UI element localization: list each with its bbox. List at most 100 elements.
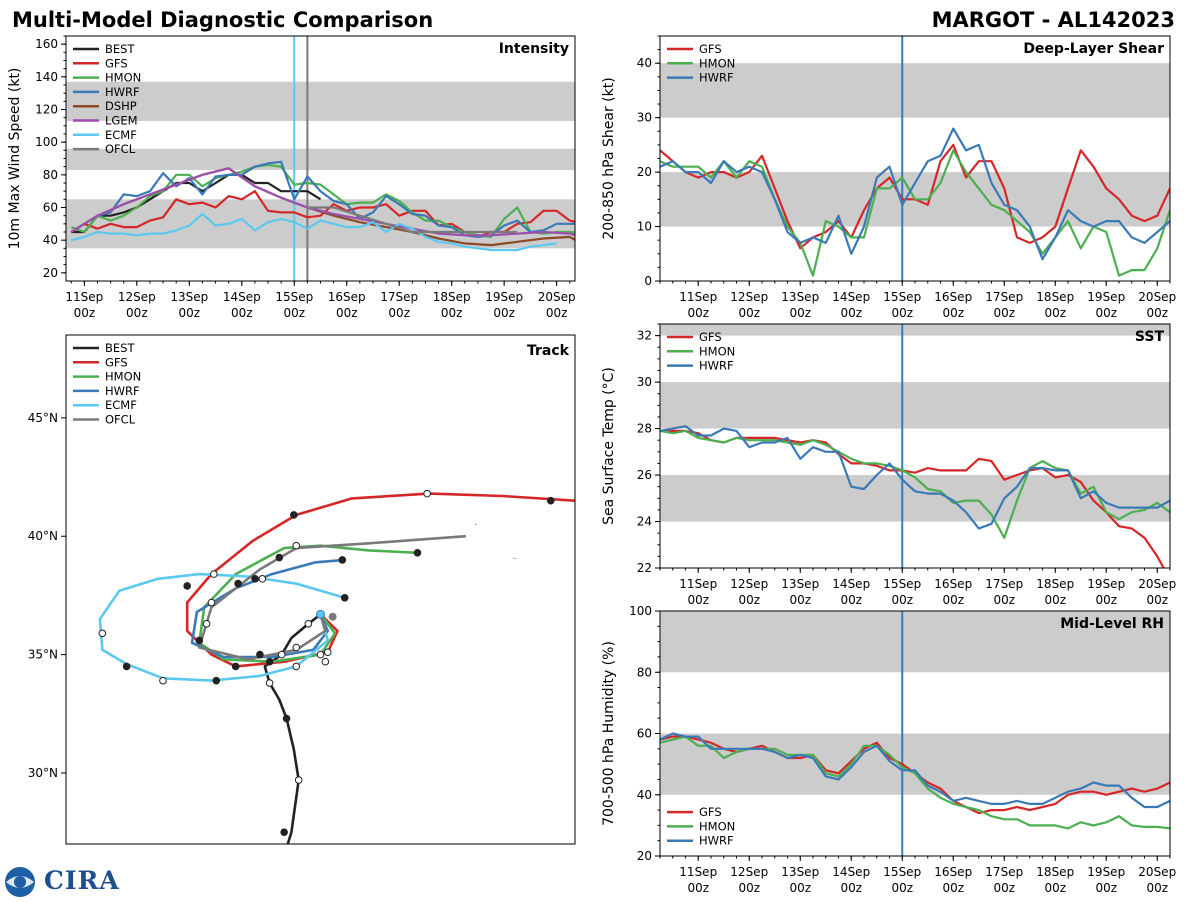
x-tick-hour-label: 00z xyxy=(546,306,568,320)
panel-title: SST xyxy=(1135,329,1165,345)
x-tick-hour-label: 00z xyxy=(1146,593,1168,607)
x-tick-hour-label: 00z xyxy=(1095,593,1117,607)
x-tick-hour-label: 00z xyxy=(891,593,913,607)
track-position-marker xyxy=(304,620,313,628)
x-tick-day-label: 12Sep xyxy=(730,290,768,304)
island-speck xyxy=(474,523,477,526)
legend-label: HWRF xyxy=(699,834,734,848)
x-tick-hour-label: 00z xyxy=(738,881,760,895)
y-tick-label: 26 xyxy=(637,468,652,482)
shaded-band xyxy=(660,382,1170,429)
track-position-marker xyxy=(275,553,284,562)
y-tick-label: 120 xyxy=(35,103,58,117)
x-tick-day-label: 17Sep xyxy=(985,290,1023,304)
track-area xyxy=(98,489,575,844)
plot-area xyxy=(660,324,1170,568)
y-tick-label: 80 xyxy=(637,665,652,679)
track-position-marker xyxy=(265,657,274,666)
x-tick-day-label: 15Sep xyxy=(883,577,921,591)
island-speck xyxy=(511,557,518,560)
panel-title: Intensity xyxy=(499,41,569,57)
x-tick-hour-label: 00z xyxy=(942,593,964,607)
x-tick-hour-label: 00z xyxy=(1095,881,1117,895)
plot-area xyxy=(660,611,1170,856)
lat-tick-label: 35°N xyxy=(28,648,58,662)
series-line-ofcl xyxy=(307,206,518,234)
track-position-marker xyxy=(340,593,349,602)
x-tick-day-label: 11Sep xyxy=(679,290,717,304)
track-position-marker xyxy=(546,496,555,505)
shaded-band xyxy=(660,475,1170,522)
track-position-marker xyxy=(202,620,211,628)
x-tick-hour-label: 00z xyxy=(441,306,463,320)
series-line-hmon xyxy=(660,149,1170,277)
y-tick-label: 60 xyxy=(43,201,58,215)
y-axis-label: 200-850 hPa Shear (kt) xyxy=(601,77,617,239)
track-position-marker xyxy=(195,636,204,645)
y-axis-label: Sea Surface Temp (°C) xyxy=(601,367,617,525)
x-tick-day-label: 16Sep xyxy=(934,577,972,591)
x-tick-hour-label: 00z xyxy=(993,593,1015,607)
x-tick-hour-label: 00z xyxy=(231,306,253,320)
series-line-hwrf xyxy=(660,732,1170,809)
x-tick-day-label: 15Sep xyxy=(883,290,921,304)
track-position-marker xyxy=(234,579,242,588)
legend-label: BEST xyxy=(105,341,135,355)
track-position-marker xyxy=(231,662,240,671)
x-tick-hour-label: 00z xyxy=(1095,306,1117,320)
current-position-marker xyxy=(316,609,325,619)
track-position-marker xyxy=(98,629,107,638)
x-tick-day-label: 14Sep xyxy=(832,577,870,591)
x-tick-hour-label: 00z xyxy=(993,881,1015,895)
legend-label: OFCL xyxy=(105,142,136,156)
x-tick-day-label: 11Sep xyxy=(679,865,717,879)
legend-label: LGEM xyxy=(105,114,138,128)
x-tick-hour-label: 00z xyxy=(687,593,709,607)
x-tick-day-label: 18Sep xyxy=(1036,865,1074,879)
legend-label: HMON xyxy=(699,56,735,70)
legend-label: HMON xyxy=(699,344,735,358)
y-tick-label: 24 xyxy=(637,515,652,529)
track-position-marker xyxy=(251,575,259,583)
x-tick-day-label: 19Sep xyxy=(1087,577,1125,591)
x-tick-day-label: 15Sep xyxy=(275,290,313,304)
x-tick-day-label: 11Sep xyxy=(679,577,717,591)
x-tick-day-label: 14Sep xyxy=(223,290,261,304)
legend-label: GFS xyxy=(699,42,722,56)
legend-label: HWRF xyxy=(699,71,734,85)
y-tick-label: 20 xyxy=(637,165,652,179)
x-tick-day-label: 19Sep xyxy=(1087,865,1125,879)
x-tick-hour-label: 00z xyxy=(283,306,305,320)
shaded-band xyxy=(660,63,1170,118)
track-position-marker xyxy=(338,556,347,564)
y-tick-label: 40 xyxy=(637,788,652,802)
legend-label: GFS xyxy=(105,56,128,70)
x-tick-day-label: 13Sep xyxy=(781,865,819,879)
x-tick-hour-label: 00z xyxy=(993,306,1015,320)
x-tick-day-label: 20Sep xyxy=(1138,290,1176,304)
x-tick-hour-label: 00z xyxy=(789,306,811,320)
y-axis-label: 700-500 hPa Humidity (%) xyxy=(601,641,617,826)
series-line-hwrf xyxy=(70,160,575,238)
sst-panel: 22 24 26 28 30 32 11Sep 00z 12Sep 00z 13Sep 00z 14Se… xyxy=(601,323,1176,607)
rh-panel: 20 40 60 80 100 11Sep 00z 12Sep 00z 13Sep 00z 14Sep… xyxy=(601,604,1176,895)
x-tick-day-label: 16Sep xyxy=(934,290,972,304)
logo-text: CIRA xyxy=(44,866,120,895)
x-tick-day-label: 13Sep xyxy=(781,577,819,591)
y-tick-label: 20 xyxy=(637,849,652,863)
legend-label: ECMF xyxy=(105,398,137,412)
track-position-marker xyxy=(290,511,298,519)
lat-tick-label: 30°N xyxy=(28,766,58,780)
x-tick-day-label: 14Sep xyxy=(832,290,870,304)
x-tick-day-label: 13Sep xyxy=(170,290,208,304)
x-tick-day-label: 18Sep xyxy=(1036,577,1074,591)
panel-title: Deep-Layer Shear xyxy=(1023,41,1164,57)
x-tick-day-label: 12Sep xyxy=(730,865,768,879)
series-line-hwrf xyxy=(660,425,1170,530)
legend-label: BEST xyxy=(105,42,135,56)
x-tick-day-label: 11Sep xyxy=(65,290,103,304)
